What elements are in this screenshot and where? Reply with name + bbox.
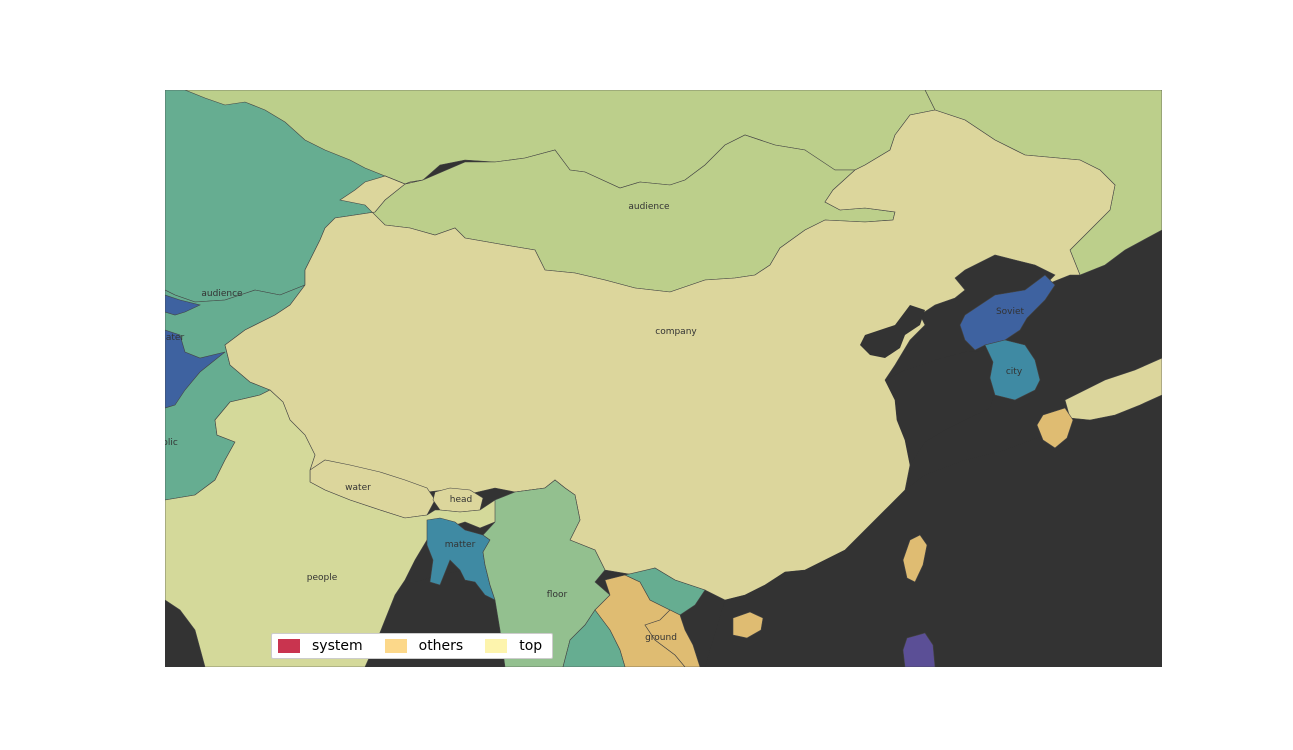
sea-yellow xyxy=(885,350,1005,465)
region-blue-strip xyxy=(165,294,226,409)
map-canvas: audience company audience ater blic peop… xyxy=(165,90,1162,667)
label-floor: floor xyxy=(547,590,568,600)
label-audience-north: audience xyxy=(628,202,670,212)
label-matter: matter xyxy=(445,540,476,550)
label-public-west: blic xyxy=(165,438,178,448)
region-matter xyxy=(426,517,496,601)
legend-item-others: others xyxy=(384,638,464,654)
legend-swatch-others xyxy=(384,639,407,653)
region-city xyxy=(984,339,1041,401)
label-water: water xyxy=(345,483,371,493)
legend-swatch-top xyxy=(485,639,508,653)
label-head: head xyxy=(450,495,472,505)
region-taiwan xyxy=(902,534,928,583)
legend-item-top: top xyxy=(485,638,542,654)
region-philippines xyxy=(902,632,936,667)
legend-label-others: others xyxy=(418,638,464,654)
sea-bohai xyxy=(860,305,925,358)
legend-label-system: system xyxy=(312,638,363,654)
region-vietnam xyxy=(644,609,701,667)
region-hainan xyxy=(732,611,764,639)
legend-label-top: top xyxy=(519,638,543,654)
map-frame: audience company audience ater blic peop… xyxy=(165,90,1162,667)
sea-east-china xyxy=(705,380,1162,667)
region-japan xyxy=(1064,357,1162,421)
region-soviet xyxy=(959,274,1056,351)
label-people: people xyxy=(307,573,338,583)
label-water-west: ater xyxy=(166,333,185,343)
label-company: company xyxy=(655,327,697,337)
legend: system others top xyxy=(271,633,554,659)
label-soviet: Soviet xyxy=(996,307,1025,317)
legend-swatch-system xyxy=(278,639,300,653)
legend-item-system: system xyxy=(278,638,363,654)
label-ground: ground xyxy=(645,633,677,643)
region-kyushu xyxy=(1036,407,1074,449)
label-audience-west: audience xyxy=(201,289,243,299)
label-city: city xyxy=(1006,367,1023,377)
sea-arabian xyxy=(165,600,205,667)
